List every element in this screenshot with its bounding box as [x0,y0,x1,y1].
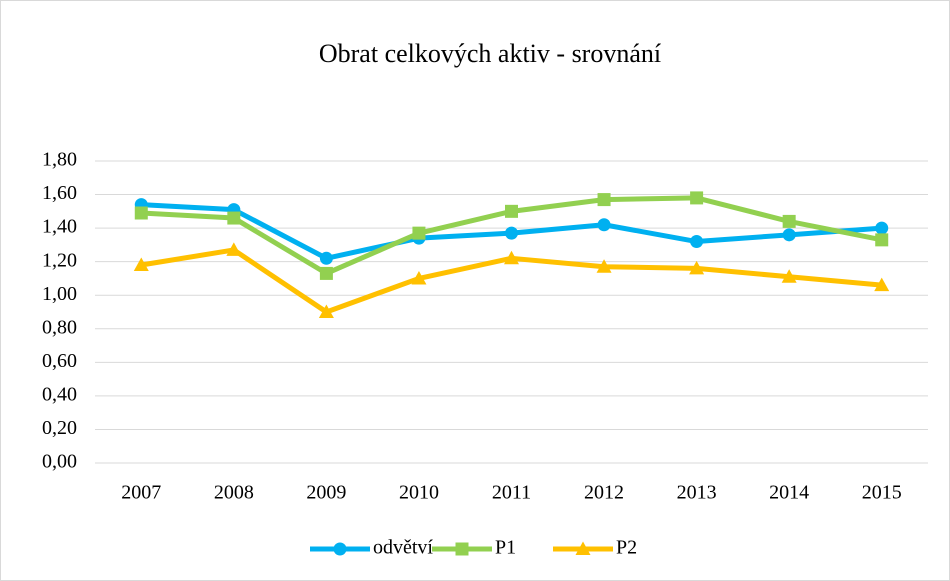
legend-marker [333,542,347,556]
data-point [226,242,242,256]
data-point [781,269,797,283]
x-tick-label: 2013 [677,482,717,504]
y-tick-label: 0,40 [42,383,77,405]
y-tick-label: 0,00 [42,451,77,473]
data-point [505,226,518,240]
data-point [319,251,333,265]
x-tick-label: 2010 [399,482,439,504]
data-point [504,250,519,265]
data-point [690,235,704,249]
y-tick-label: 1,20 [42,249,77,271]
legend-label: P2 [616,537,637,559]
data-point [505,204,518,218]
data-point [689,260,705,275]
x-tick-label: 2007 [121,482,161,504]
x-tick-label: 2012 [584,482,624,504]
legend-label: P1 [495,537,516,559]
x-tick-label: 2009 [306,482,346,504]
data-point [597,218,611,232]
y-tick-label: 0,80 [42,316,77,338]
y-tick-label: 1,60 [42,182,77,204]
y-tick-label: 1,40 [42,216,77,238]
y-tick-label: 1,80 [42,149,77,171]
data-point [411,270,427,285]
data-point [690,191,704,205]
data-point [875,233,889,247]
x-tick-label: 2014 [769,482,809,504]
legend-label: odvětví [373,537,433,559]
data-point [412,226,426,240]
legend-marker [455,542,469,556]
data-point [874,277,890,292]
data-point [875,221,889,235]
data-point [782,214,796,228]
y-tick-label: 1,00 [42,283,77,305]
data-point [134,206,148,220]
x-tick-label: 2008 [214,482,254,504]
x-tick-label: 2011 [492,482,531,504]
x-tick-label: 2015 [862,482,902,504]
chart-title: Obrat celkových aktiv - srovnání [319,39,661,68]
data-point [782,228,796,242]
data-point [319,266,333,280]
data-point [597,193,611,207]
legend-marker [575,541,591,555]
y-tick-label: 0,60 [42,350,77,372]
data-point [596,259,612,273]
data-point [133,257,149,272]
data-point [227,211,241,225]
y-tick-label: 0,20 [42,417,77,439]
data-point [318,304,334,318]
